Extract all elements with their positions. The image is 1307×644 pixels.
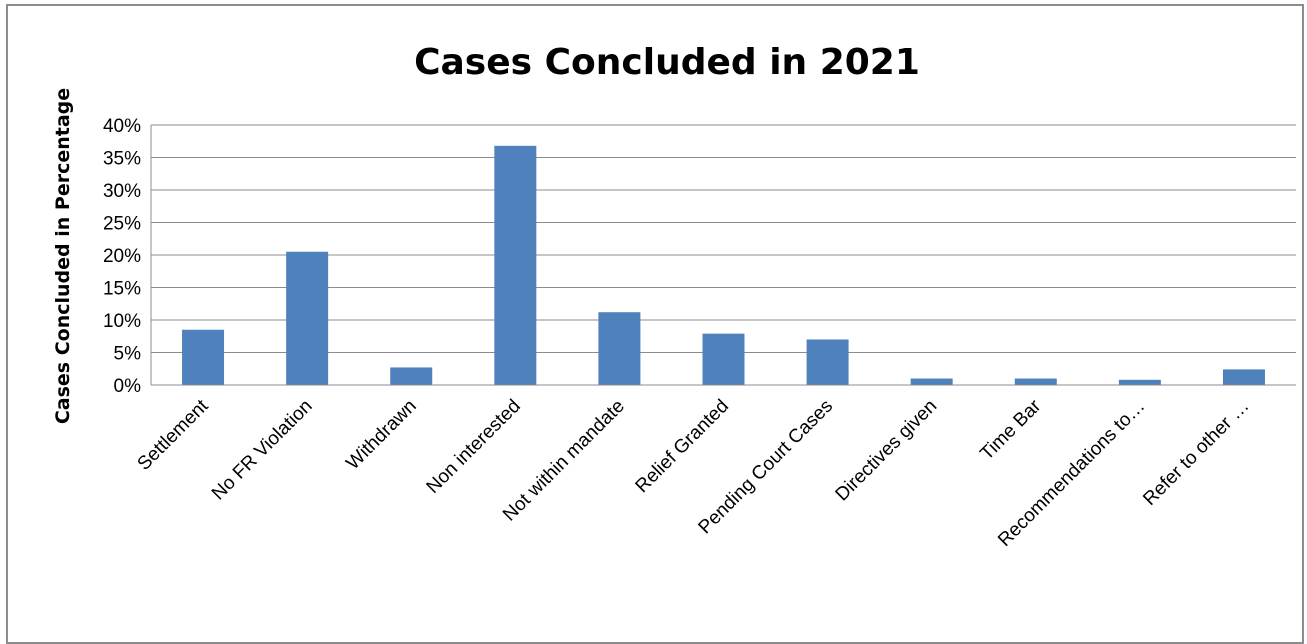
y-tick-label: 15% xyxy=(103,279,141,300)
bar xyxy=(1014,378,1057,385)
x-tick-label: Directives given xyxy=(832,396,942,506)
y-axis-ticks: 0% 5% 10% 15% 20% 25% 30% 35% 40% xyxy=(103,116,141,397)
y-tick-label: 40% xyxy=(103,116,141,137)
bar xyxy=(390,367,433,385)
x-tick-label: Time Bar xyxy=(976,395,1045,464)
x-tick-label: Non interested xyxy=(423,396,525,498)
bar xyxy=(910,378,953,385)
y-tick-label: 10% xyxy=(103,311,141,332)
chart-title: Cases Concluded in 2021 xyxy=(414,42,920,83)
bar xyxy=(1118,379,1161,385)
gridlines xyxy=(151,124,1296,353)
x-tick-label: No FR Violation xyxy=(208,396,317,505)
bar xyxy=(1222,369,1265,385)
bar-chart: Cases Concluded in 2021 Cases Concluded … xyxy=(52,42,1296,551)
bar xyxy=(702,333,745,385)
bar xyxy=(598,312,641,385)
y-tick-label: 5% xyxy=(114,344,142,365)
bar xyxy=(494,145,537,385)
bar xyxy=(286,251,329,385)
bar xyxy=(806,339,849,385)
x-tick-label: Relief Granted xyxy=(632,396,733,497)
x-tick-label: Refer to other … xyxy=(1139,396,1253,510)
y-tick-label: 0% xyxy=(114,376,142,397)
y-tick-label: 30% xyxy=(103,181,141,202)
y-tick-label: 35% xyxy=(103,149,141,170)
bars xyxy=(182,145,1265,385)
y-tick-label: 25% xyxy=(103,214,141,235)
x-tick-label: Withdrawn xyxy=(342,396,420,474)
y-axis-label: Cases Concluded in Percentage xyxy=(52,88,74,424)
bar xyxy=(182,329,225,385)
y-tick-label: 20% xyxy=(103,246,141,267)
x-tick-label: Settlement xyxy=(134,395,214,475)
chart-frame xyxy=(6,4,1304,644)
